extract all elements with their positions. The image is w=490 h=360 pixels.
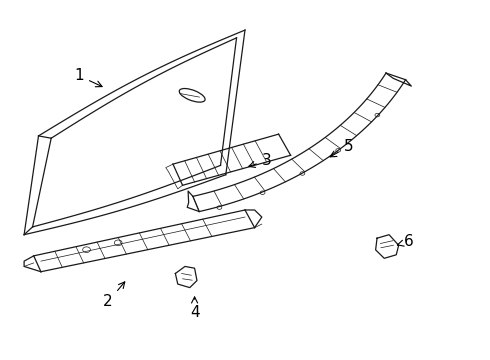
Text: 2: 2: [103, 282, 125, 309]
Text: 4: 4: [190, 297, 199, 320]
Text: 6: 6: [397, 234, 413, 249]
Text: 1: 1: [74, 68, 102, 87]
Text: 3: 3: [249, 153, 271, 168]
Text: 5: 5: [330, 139, 353, 157]
